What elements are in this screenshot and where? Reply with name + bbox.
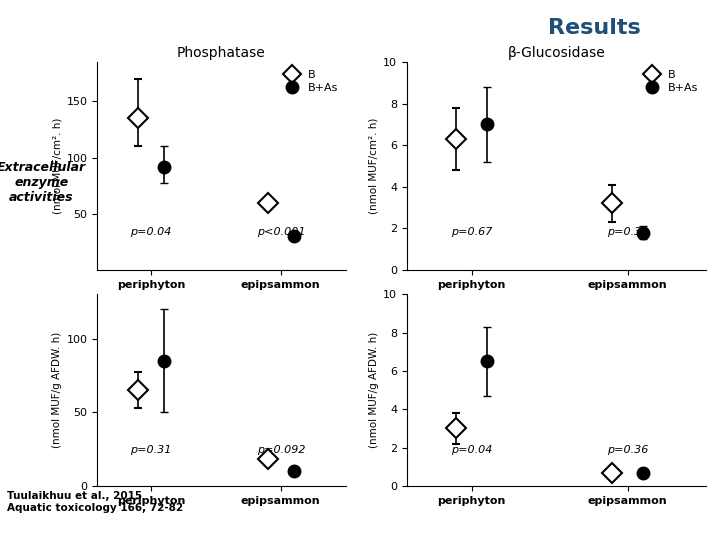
Text: Tuulaikhuu et al., 2015
Aquatic toxicology 166, 72-82: Tuulaikhuu et al., 2015 Aquatic toxicolo… [7, 491, 184, 513]
Y-axis label: (nmol MUF/g AFDW. h): (nmol MUF/g AFDW. h) [369, 332, 379, 448]
Legend: B, B+As: B, B+As [639, 68, 700, 96]
Text: Results: Results [548, 18, 640, 38]
Text: p=0.04: p=0.04 [451, 446, 492, 455]
Y-axis label: (nmol MUF/cm². h): (nmol MUF/cm². h) [369, 118, 379, 214]
Text: p=0.32: p=0.32 [607, 227, 648, 237]
Y-axis label: (nmol MUF/g AFDW. h): (nmol MUF/g AFDW. h) [53, 332, 63, 448]
Text: p=0.04: p=0.04 [130, 227, 172, 237]
Text: p<0.001: p<0.001 [256, 227, 305, 237]
Text: p=0.36: p=0.36 [607, 446, 648, 455]
Legend: B, B+As: B, B+As [279, 68, 340, 96]
Text: p=0.31: p=0.31 [130, 446, 172, 455]
Y-axis label: (nmol MUF/cm². h): (nmol MUF/cm². h) [53, 118, 63, 214]
Title: β-Glucosidase: β-Glucosidase [508, 45, 605, 59]
Title: Phosphatase: Phosphatase [177, 45, 266, 59]
Text: Extracellular
enzyme
activities: Extracellular enzyme activities [0, 160, 86, 204]
Text: p=0.67: p=0.67 [451, 227, 492, 237]
Text: As effect on structural and functional attributes of biofilm: As effect on structural and functional a… [7, 21, 488, 36]
Text: p=0.092: p=0.092 [256, 446, 305, 455]
